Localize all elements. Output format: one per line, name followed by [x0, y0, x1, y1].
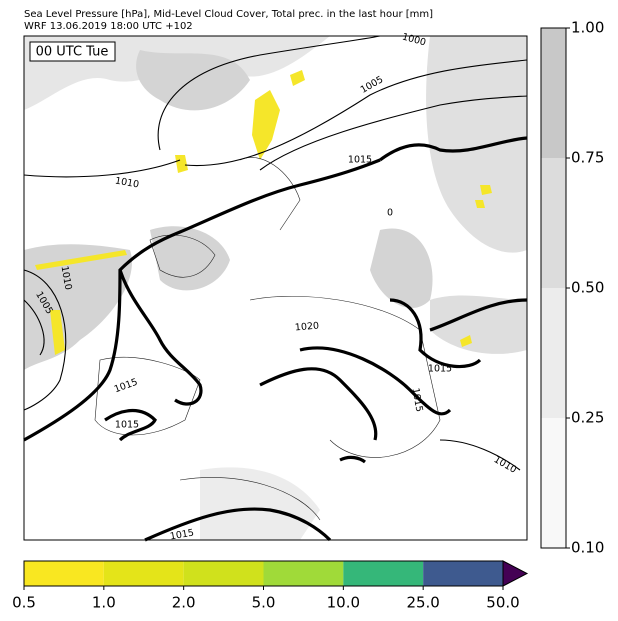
- cloud-areas: [24, 36, 527, 540]
- colorbar-tick-label: 1.0: [92, 594, 116, 612]
- contour-label: 1015: [409, 387, 424, 413]
- colorbar-tick-label: 10.0: [327, 594, 360, 612]
- contour-label: 1010: [58, 265, 73, 291]
- time-stamp-box: [29, 41, 116, 62]
- map: 00 UTC Tue: [23, 35, 528, 542]
- colorbar-tick-label: 0.10: [571, 539, 604, 557]
- colorbar-segment: [183, 561, 264, 586]
- title: Sea Level Pressure [hPa], Mid-Level Clou…: [24, 9, 433, 20]
- colorbar-segment: [541, 418, 566, 548]
- colorbar-tick-label: 0.5: [12, 594, 36, 612]
- contour-label: 1015: [428, 364, 452, 375]
- colorbar-segment: [541, 28, 566, 158]
- colorbar-segment: [541, 288, 566, 418]
- contour-label: 1010: [114, 175, 140, 190]
- isobars-thin: [23, 35, 528, 471]
- contour-label: 1020: [294, 320, 319, 333]
- colorbar-segment: [103, 561, 184, 586]
- subtitle: WRF 13.06.2019 18:00 UTC +102: [24, 21, 193, 32]
- colorbar-tick-label: 1.00: [571, 19, 604, 37]
- map-frame: [23, 35, 528, 541]
- colorbar-segment: [423, 561, 503, 586]
- contour-label: 0: [387, 208, 393, 219]
- contour-label: 1015: [115, 420, 139, 431]
- colorbar-tick-label: 0.75: [571, 149, 604, 167]
- colorbar-tick-label: 50.0: [486, 594, 519, 612]
- colorbar-extension: [502, 560, 529, 587]
- colorbar-segment: [24, 561, 104, 586]
- colorbar-tick-label: 2.0: [172, 594, 196, 612]
- colorbar-segment: [541, 158, 566, 288]
- contour-label: 1015: [169, 527, 195, 542]
- colorbar-tick-label: 5.0: [252, 594, 276, 612]
- colorbar-tick-label: 0.50: [571, 279, 604, 297]
- isobars-1015: [23, 136, 528, 542]
- colorbar-tick-label: 25.0: [406, 594, 439, 612]
- colorbar-tick-label: 0.25: [571, 409, 604, 427]
- colorbar-segment: [263, 561, 344, 586]
- time-stamp: 00 UTC Tue: [36, 45, 109, 60]
- colorbar-segment: [343, 561, 424, 586]
- contour-label: 1015: [348, 155, 372, 166]
- precip-areas: [35, 70, 492, 355]
